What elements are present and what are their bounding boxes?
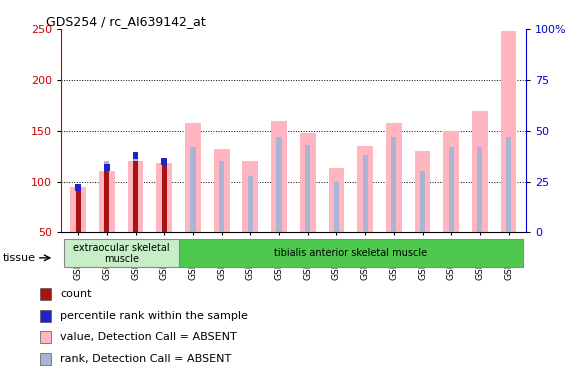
- Bar: [472, 111, 488, 232]
- Bar: [133, 161, 138, 232]
- Bar: [40, 310, 51, 322]
- Bar: [248, 176, 253, 232]
- Text: extraocular skeletal
muscle: extraocular skeletal muscle: [73, 243, 170, 264]
- Bar: [214, 149, 229, 232]
- Bar: [133, 152, 138, 159]
- Bar: [76, 187, 81, 232]
- Text: GDS254 / rc_AI639142_at: GDS254 / rc_AI639142_at: [46, 15, 206, 28]
- FancyBboxPatch shape: [178, 239, 523, 268]
- Bar: [40, 288, 51, 300]
- Bar: [363, 155, 368, 232]
- Bar: [506, 137, 511, 232]
- Text: tibialis anterior skeletal muscle: tibialis anterior skeletal muscle: [274, 249, 428, 258]
- Bar: [391, 137, 396, 232]
- Bar: [357, 146, 373, 232]
- Bar: [501, 31, 517, 232]
- Bar: [40, 353, 51, 365]
- Text: percentile rank within the sample: percentile rank within the sample: [60, 311, 248, 321]
- Text: rank, Detection Call = ABSENT: rank, Detection Call = ABSENT: [60, 354, 232, 364]
- Bar: [70, 187, 86, 232]
- Bar: [162, 158, 167, 165]
- FancyBboxPatch shape: [64, 239, 178, 268]
- Text: tissue: tissue: [3, 253, 36, 263]
- Bar: [328, 168, 345, 232]
- Bar: [76, 188, 81, 232]
- Bar: [40, 331, 51, 343]
- Bar: [162, 161, 167, 232]
- Bar: [334, 182, 339, 232]
- Bar: [156, 163, 172, 232]
- Bar: [128, 161, 144, 232]
- Text: count: count: [60, 289, 92, 299]
- Bar: [104, 164, 110, 171]
- Bar: [105, 171, 109, 232]
- Bar: [133, 155, 138, 232]
- Bar: [191, 147, 196, 232]
- Bar: [185, 123, 201, 232]
- Bar: [271, 121, 287, 232]
- Bar: [478, 147, 482, 232]
- Bar: [415, 151, 431, 232]
- Bar: [242, 161, 259, 232]
- Bar: [162, 163, 167, 232]
- Bar: [386, 123, 401, 232]
- Bar: [277, 137, 282, 232]
- Bar: [76, 184, 81, 191]
- Bar: [443, 131, 459, 232]
- Bar: [420, 171, 425, 232]
- Bar: [300, 133, 315, 232]
- Bar: [219, 161, 224, 232]
- Text: value, Detection Call = ABSENT: value, Detection Call = ABSENT: [60, 332, 237, 342]
- Bar: [105, 161, 109, 232]
- Bar: [449, 147, 454, 232]
- Bar: [99, 171, 115, 232]
- Bar: [305, 145, 310, 232]
